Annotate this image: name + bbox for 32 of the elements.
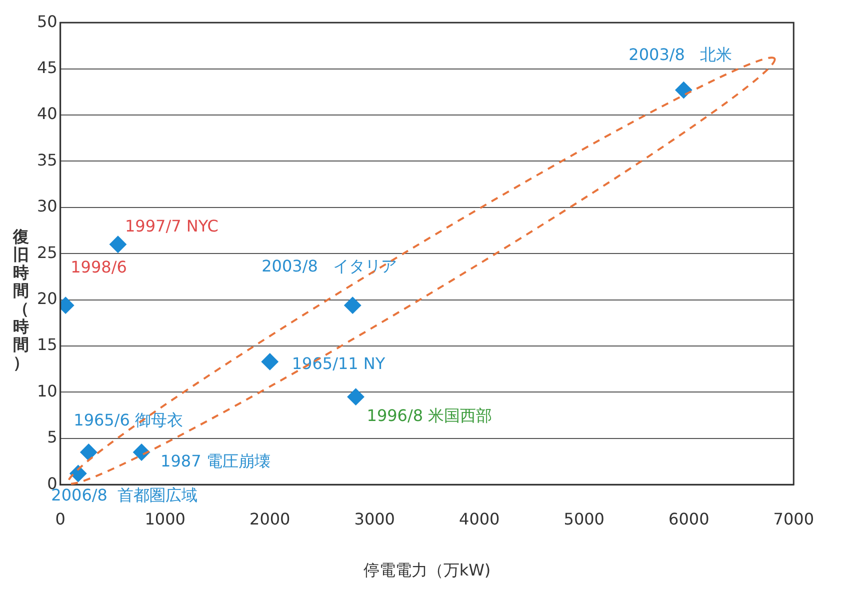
y-tick-label: 40 bbox=[37, 104, 58, 123]
annotation: 1998/6 bbox=[70, 257, 127, 276]
y-tick-label: 5 bbox=[47, 427, 58, 446]
point bbox=[70, 464, 87, 482]
annotation: 1965/11 NY bbox=[292, 353, 386, 372]
x-tick-label: 7000 bbox=[773, 508, 814, 528]
x-tick-label: 4000 bbox=[459, 508, 500, 528]
y-tick-label: 10 bbox=[37, 380, 58, 400]
y-tick-label: 35 bbox=[37, 150, 58, 169]
x-axis-title: 停電電力（万kW) bbox=[363, 560, 491, 580]
y-tick-label: 45 bbox=[37, 57, 58, 76]
point bbox=[109, 235, 126, 252]
y-tick-label: 25 bbox=[37, 242, 58, 262]
annotation: 2003/8 北米 bbox=[628, 44, 732, 64]
y-tick-label: 15 bbox=[37, 334, 58, 354]
x-tick-label: 3000 bbox=[354, 508, 395, 528]
y-tick-label: 30 bbox=[37, 196, 58, 216]
annotation: 1996/8 米国西部 bbox=[366, 405, 492, 424]
y-tick-label: 20 bbox=[37, 288, 58, 308]
annotation: 1997/7 NYC bbox=[124, 216, 218, 236]
x-tick-label: 1000 bbox=[144, 508, 186, 528]
point bbox=[344, 296, 362, 314]
annotation: 1987 電圧崩壊 bbox=[160, 450, 270, 470]
point bbox=[675, 81, 692, 98]
x-tick-label: 5000 bbox=[564, 508, 604, 528]
point bbox=[261, 352, 278, 370]
y-axis-title: 復旧時間（時間） bbox=[13, 226, 29, 372]
x-tick-label: 6000 bbox=[668, 508, 710, 528]
x-tick-label: 2000 bbox=[250, 508, 290, 528]
y-tick-label: 50 bbox=[37, 11, 58, 30]
point bbox=[347, 388, 364, 405]
point bbox=[80, 443, 98, 460]
